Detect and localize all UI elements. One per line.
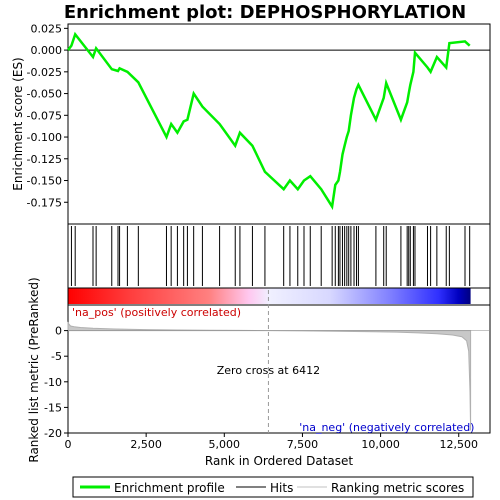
legend-box (72, 476, 474, 498)
es-ytick-label: -0.100 (27, 131, 62, 144)
es-ytick-label: 0.025 (31, 22, 63, 35)
es-ytick-label: -0.175 (27, 196, 62, 209)
x-tick-label: 12,500 (439, 438, 478, 451)
es-line-group (67, 31, 471, 211)
legend-metric-label: Ranking metric scores (331, 481, 464, 495)
chart-title: Enrichment plot: DEPHOSPHORYLATION (64, 2, 466, 23)
metric-ytick-label: -5 (51, 350, 62, 363)
es-ytick-label: -0.025 (27, 66, 62, 79)
metric-ytick-label: -20 (44, 427, 62, 440)
es-ytick-label: 0.000 (31, 44, 63, 57)
x-tick-label: 7,500 (287, 438, 319, 451)
x-axis-label: Rank in Ordered Dataset (205, 454, 353, 468)
metric-y-axis-label: Ranked list metric (PreRanked) (27, 277, 41, 462)
x-tick-label: 0 (65, 438, 72, 451)
es-ytick-label: -0.125 (27, 153, 62, 166)
metric-panel-frame (67, 304, 491, 434)
metric-ytick-label: -15 (44, 401, 62, 414)
hits-panel-frame (67, 223, 491, 289)
x-tick-label: 2,500 (130, 438, 162, 451)
metric-area-group (67, 321, 490, 431)
es-ytick-label: -0.150 (27, 175, 62, 188)
legend-enrichment-label: Enrichment profile (114, 481, 225, 495)
neg-correlated-label: 'na_neg' (negatively correlated) (299, 421, 474, 434)
x-tick-label: 10,000 (361, 438, 400, 451)
legend-hits-label: Hits (270, 481, 293, 495)
enrichment-profile-line (67, 31, 471, 211)
es-ytick-label: -0.075 (27, 109, 62, 122)
rank-color-bar (68, 288, 471, 304)
x-tick-label: 5,000 (209, 438, 241, 451)
metric-ytick-label: -10 (44, 376, 62, 389)
x-axis-ticks: 0 2,500 5,000 7,500 10,000 12,500 (65, 433, 478, 451)
ranking-metric-area (67, 321, 472, 431)
es-y-ticks: 0.025 0.000 -0.025 -0.050 -0.075 -0.100 -0.125… (27, 22, 68, 209)
zero-cross-label: Zero cross at 6412 (217, 364, 320, 377)
pos-correlated-label: 'na_pos' (positively correlated) (72, 306, 241, 319)
es-panel-frame (67, 23, 491, 225)
metric-ytick-label: 0 (55, 325, 62, 338)
es-y-axis-label: Enrichment score (ES) (11, 57, 25, 190)
hits-group (70, 226, 471, 286)
es-ytick-label: -0.050 (27, 88, 62, 101)
metric-y-ticks: 0 -5 -10 -15 -20 (44, 325, 68, 440)
